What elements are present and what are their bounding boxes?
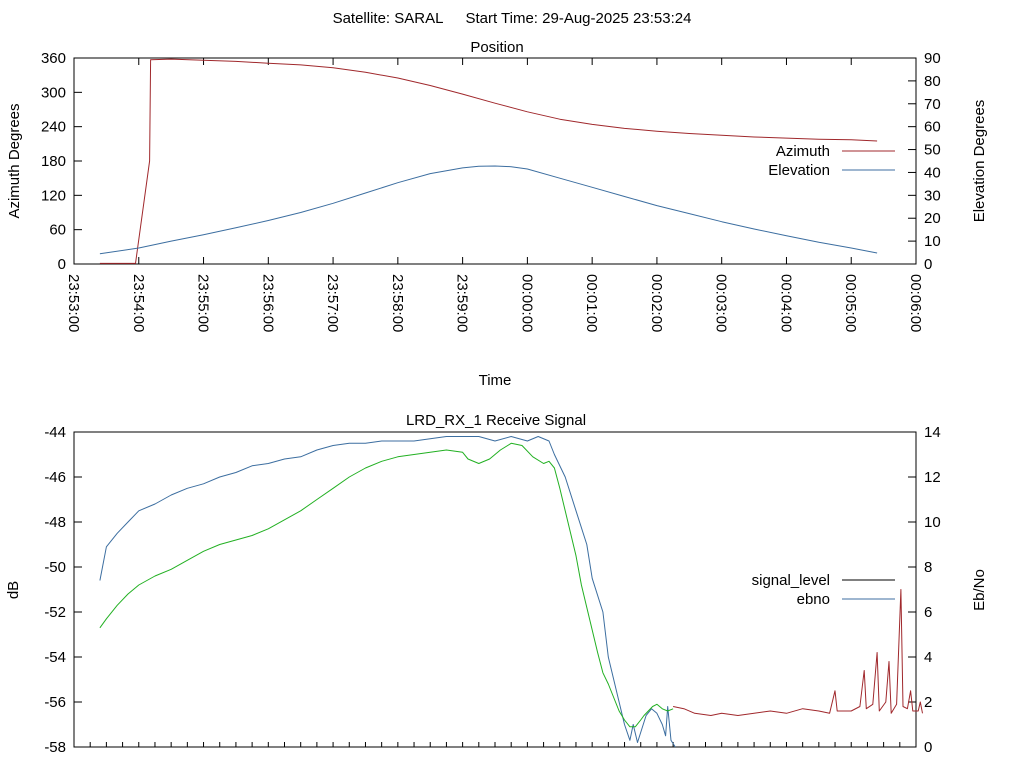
y2-tick-label: 0 [924, 739, 932, 756]
y2-tick-label: 8 [924, 559, 932, 576]
signal-x-axis [73, 742, 917, 747]
signal-legend: signal_level ebno [752, 572, 895, 608]
y-tick-label: -54 [44, 649, 66, 666]
position-x-axis: 23:53:00 23:54:00 23:55:00 23:56:00 23:57:00… [65, 58, 924, 332]
y2-tick-label: 20 [924, 210, 941, 227]
position-ylabel: Azimuth Degrees [6, 103, 23, 218]
figure-title: Satellite: SARAL Start Time: 29-Aug-2025 … [333, 10, 692, 27]
signal-y-axis: -58 -56 -54 -52 -50 -48 -46 -44 [44, 424, 82, 756]
y-tick-label: 120 [41, 187, 66, 204]
y2-tick-label: 80 [924, 73, 941, 90]
y2-tick-label: 70 [924, 96, 941, 113]
position-plot-frame [73, 57, 917, 265]
legend-label-elevation: Elevation [768, 162, 830, 179]
signal-y2label: Eb/No [971, 569, 988, 611]
y2-tick-label: 4 [924, 649, 932, 666]
x-tick-label: 00:04:00 [777, 274, 794, 332]
y2-tick-label: 6 [924, 604, 932, 621]
position-title: Position [470, 39, 523, 56]
position-y2-axis: 0 10 20 30 40 50 60 70 80 90 [908, 50, 941, 273]
y2-tick-label: 10 [924, 233, 941, 250]
y-tick-label: 60 [49, 222, 66, 239]
x-tick-label: 00:00:00 [518, 274, 535, 332]
y-tick-label: -44 [44, 424, 66, 441]
y-tick-label: 0 [58, 256, 66, 273]
y2-tick-label: 14 [924, 424, 941, 441]
y-tick-label: -58 [44, 739, 66, 756]
position-y-axis: 0 60 120 180 240 300 360 [41, 50, 82, 273]
y2-tick-label: 10 [924, 514, 941, 531]
y-tick-label: 300 [41, 84, 66, 101]
start-time-label: Start Time: 29-Aug-2025 23:53:24 [465, 10, 691, 27]
x-tick-label: 00:05:00 [842, 274, 859, 332]
position-y2label: Elevation Degrees [971, 100, 988, 223]
series-line-signal-level [673, 589, 923, 716]
y2-tick-label: 0 [924, 256, 932, 273]
position-xlabel: Time [479, 372, 512, 389]
y2-tick-label: 12 [924, 469, 941, 486]
y2-tick-label: 60 [924, 119, 941, 136]
y2-tick-label: 30 [924, 187, 941, 204]
signal-plot-frame [73, 431, 917, 748]
satellite-label: Satellite: SARAL [333, 10, 444, 27]
y-tick-label: -46 [44, 469, 66, 486]
legend-label-ebno: ebno [797, 591, 830, 608]
x-tick-label: 23:55:00 [195, 274, 212, 332]
series-line-elevation [99, 165, 878, 255]
y2-tick-label: 40 [924, 164, 941, 181]
series-line-unlabeled [99, 442, 674, 728]
x-tick-label: 23:58:00 [389, 274, 406, 332]
signal-series [99, 436, 923, 748]
y-tick-label: -50 [44, 559, 66, 576]
x-tick-label: 00:06:00 [907, 274, 924, 332]
y2-tick-label: 2 [924, 694, 932, 711]
x-tick-label: 23:54:00 [130, 274, 147, 332]
signal-ylabel: dB [5, 581, 22, 599]
y-tick-label: 240 [41, 119, 66, 136]
y-tick-label: -52 [44, 604, 66, 621]
y2-tick-label: 50 [924, 142, 941, 159]
legend-label-azimuth: Azimuth [776, 143, 830, 160]
x-tick-label: 00:03:00 [713, 274, 730, 332]
x-tick-label: 00:02:00 [648, 274, 665, 332]
y-tick-label: -56 [44, 694, 66, 711]
y-tick-label: 180 [41, 153, 66, 170]
position-chart: Position 23:53:00 23:54:00 23:55:00 23:56:0… [6, 39, 988, 389]
series-line-azimuth [99, 58, 878, 264]
y-tick-label: 360 [41, 50, 66, 67]
position-legend: Azimuth Elevation [768, 143, 895, 179]
y2-tick-label: 90 [924, 50, 941, 67]
x-tick-label: 00:01:00 [583, 274, 600, 332]
signal-chart: LRD_RX_1 Receive Signal -58-56-54-52-50-… [5, 412, 988, 756]
x-tick-label: 23:56:00 [259, 274, 276, 332]
x-tick-label: 23:59:00 [454, 274, 471, 332]
y-tick-label: -48 [44, 514, 66, 531]
series-line-ebno [99, 436, 676, 748]
x-tick-label: 23:53:00 [65, 274, 82, 332]
signal-y2-axis: 0 2 4 6 8 10 12 14 [908, 424, 941, 756]
position-series [99, 58, 878, 264]
x-tick-label: 23:57:00 [324, 274, 341, 332]
legend-label-signal-level: signal_level [752, 572, 830, 589]
signal-title: LRD_RX_1 Receive Signal [406, 412, 586, 429]
